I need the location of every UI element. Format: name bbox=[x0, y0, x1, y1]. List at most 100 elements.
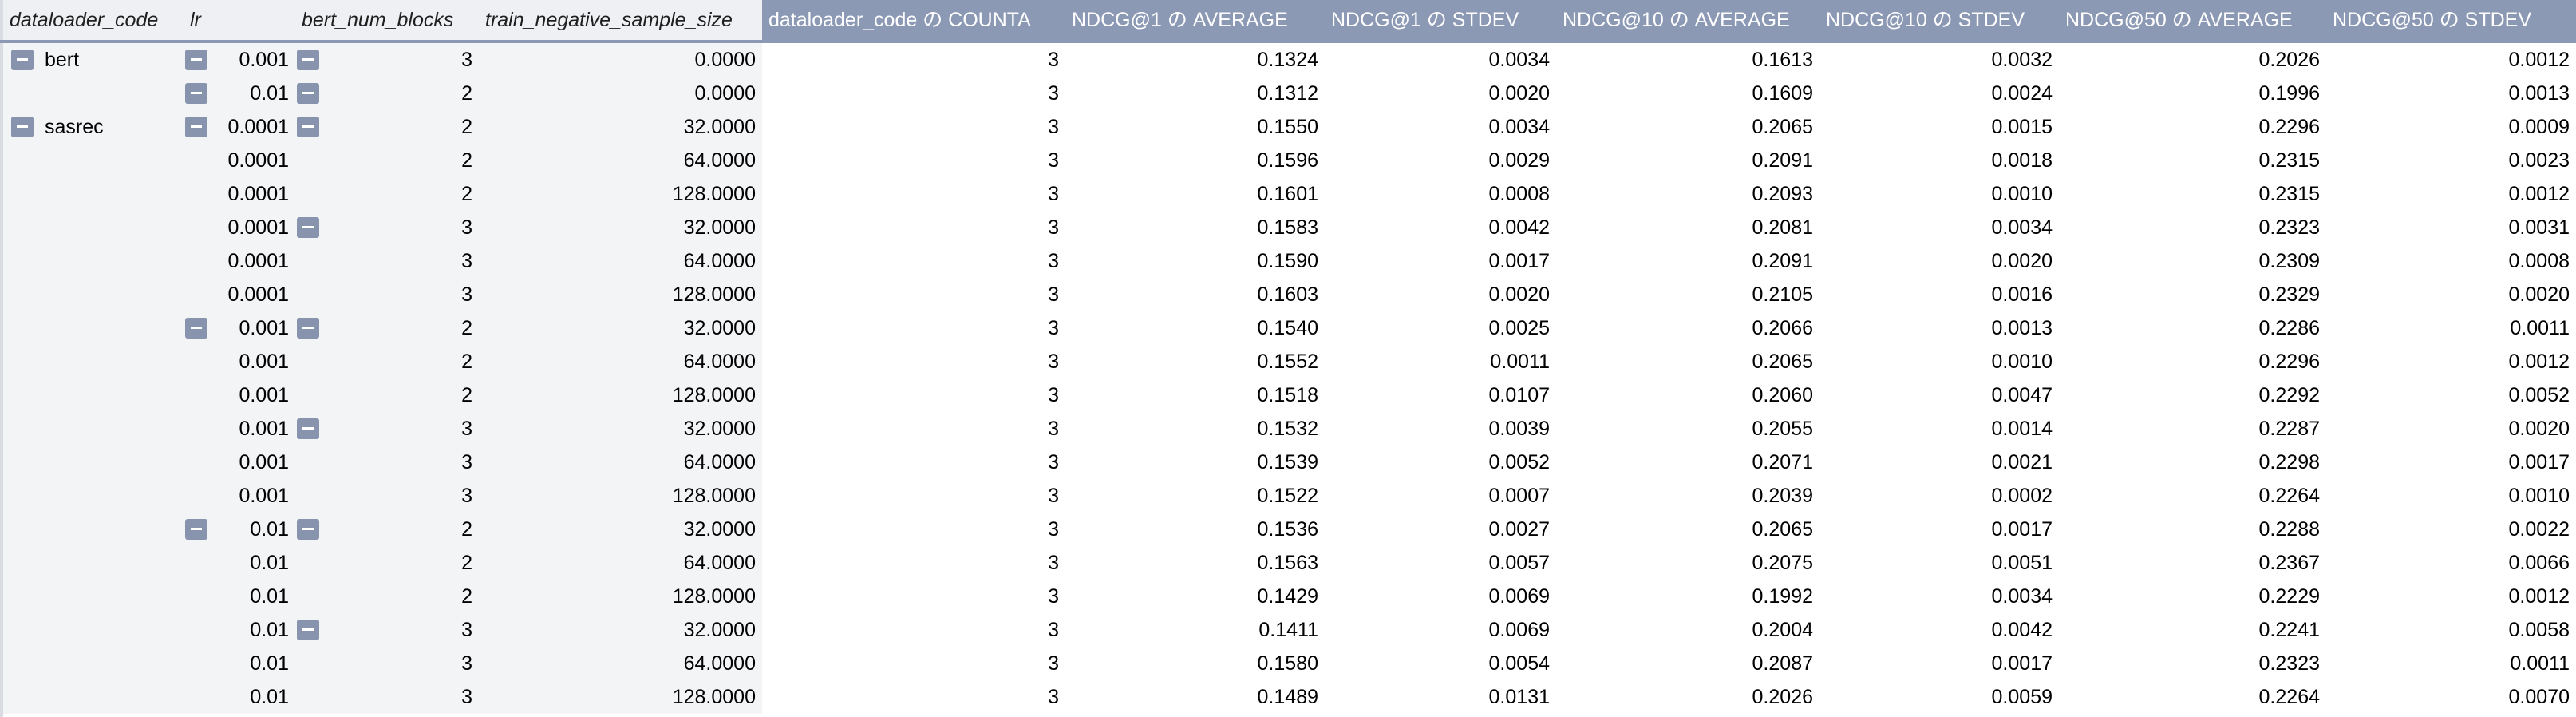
ndcg1-stdev-cell[interactable]: 0.0008 bbox=[1488, 183, 1550, 205]
ndcg10-average-cell[interactable]: 0.2091 bbox=[1752, 149, 1813, 172]
ndcg50-average-cell[interactable]: 0.2229 bbox=[2258, 585, 2320, 608]
dataloader-code-cell[interactable] bbox=[3, 144, 184, 177]
dataloader-code-cell[interactable] bbox=[3, 211, 184, 244]
bert-num-blocks-cell[interactable]: 3 bbox=[295, 244, 479, 278]
bert-num-blocks-cell[interactable]: 2 bbox=[295, 177, 479, 211]
ndcg50-average-cell[interactable]: 0.2264 bbox=[2258, 485, 2320, 507]
dataloader-code-cell[interactable] bbox=[3, 580, 184, 613]
ndcg1-average-cell[interactable]: 0.1580 bbox=[1257, 652, 1318, 675]
ndcg10-average-cell[interactable]: 0.2060 bbox=[1752, 384, 1813, 406]
ndcg10-stdev-cell[interactable]: 0.0016 bbox=[1991, 283, 2053, 306]
counta-cell[interactable]: 3 bbox=[1048, 418, 1059, 440]
counta-cell[interactable]: 3 bbox=[1048, 552, 1059, 574]
ndcg50-stdev-cell[interactable]: 0.0022 bbox=[2508, 518, 2570, 541]
lr-cell[interactable]: 0.001 bbox=[184, 43, 295, 77]
ndcg10-stdev-cell[interactable]: 0.0047 bbox=[1991, 384, 2053, 406]
header-ndcg1-average[interactable]: NDCG@1 の AVERAGE bbox=[1065, 0, 1325, 40]
header-train-negative-sample-size[interactable]: train_negative_sample_size bbox=[479, 0, 762, 40]
lr-collapse-toggle collapse-minus-icon[interactable] bbox=[185, 50, 207, 70]
ndcg1-average-cell[interactable]: 0.1536 bbox=[1257, 518, 1318, 541]
ndcg10-average-cell[interactable]: 0.2065 bbox=[1752, 351, 1813, 373]
ndcg1-average-cell[interactable]: 0.1489 bbox=[1257, 686, 1318, 708]
ndcg10-stdev-cell[interactable]: 0.0010 bbox=[1991, 183, 2053, 205]
ndcg50-stdev-cell[interactable]: 0.0017 bbox=[2508, 451, 2570, 473]
dataloader-code-cell[interactable] bbox=[3, 546, 184, 580]
ndcg10-average-cell[interactable]: 0.1613 bbox=[1752, 49, 1813, 71]
ndcg1-average-cell[interactable]: 0.1552 bbox=[1257, 351, 1318, 373]
bert-num-blocks-collapse-toggle collapse-minus-icon[interactable] bbox=[297, 217, 319, 238]
ndcg50-average-cell[interactable]: 0.2241 bbox=[2258, 619, 2320, 641]
train-negative-sample-size-cell[interactable]: 128.0000 bbox=[479, 479, 762, 513]
bert-num-blocks-cell[interactable]: 2 bbox=[295, 77, 479, 110]
ndcg10-average-cell[interactable]: 0.2065 bbox=[1752, 518, 1813, 541]
dataloader-code-cell[interactable] bbox=[3, 513, 184, 546]
counta-cell[interactable]: 3 bbox=[1048, 49, 1059, 71]
train-negative-sample-size-cell[interactable]: 64.0000 bbox=[479, 345, 762, 378]
ndcg10-average-cell[interactable]: 0.2066 bbox=[1752, 317, 1813, 339]
dataloader-code-cell[interactable] bbox=[3, 244, 184, 278]
ndcg10-stdev-cell[interactable]: 0.0059 bbox=[1991, 686, 2053, 708]
bert-num-blocks-cell[interactable]: 3 bbox=[295, 446, 479, 479]
bert-num-blocks-collapse-toggle collapse-minus-icon[interactable] bbox=[297, 50, 319, 70]
header-ndcg1-stdev[interactable]: NDCG@1 の STDEV bbox=[1325, 0, 1556, 40]
bert-num-blocks-cell[interactable]: 3 bbox=[295, 613, 479, 647]
ndcg50-average-cell[interactable]: 0.2323 bbox=[2258, 652, 2320, 675]
ndcg10-stdev-cell[interactable]: 0.0018 bbox=[1991, 149, 2053, 172]
dataloader-code-cell[interactable] bbox=[3, 311, 184, 345]
lr-cell[interactable]: 0.0001 bbox=[184, 110, 295, 144]
bert-num-blocks-cell[interactable]: 3 bbox=[295, 680, 479, 714]
ndcg10-stdev-cell[interactable]: 0.0042 bbox=[1991, 619, 2053, 641]
ndcg1-average-cell[interactable]: 0.1539 bbox=[1257, 451, 1318, 473]
ndcg50-average-cell[interactable]: 0.1996 bbox=[2258, 82, 2320, 105]
ndcg1-average-cell[interactable]: 0.1550 bbox=[1257, 116, 1318, 138]
ndcg50-average-cell[interactable]: 0.2296 bbox=[2258, 351, 2320, 373]
ndcg1-average-cell[interactable]: 0.1583 bbox=[1257, 216, 1318, 239]
ndcg10-stdev-cell[interactable]: 0.0024 bbox=[1991, 82, 2053, 105]
lr-collapse-toggle collapse-minus-icon[interactable] bbox=[185, 519, 207, 540]
ndcg50-stdev-cell[interactable]: 0.0066 bbox=[2508, 552, 2570, 574]
ndcg50-average-cell[interactable]: 0.2264 bbox=[2258, 686, 2320, 708]
ndcg1-average-cell[interactable]: 0.1312 bbox=[1257, 82, 1318, 105]
train-negative-sample-size-cell[interactable]: 128.0000 bbox=[479, 580, 762, 613]
header-ndcg50-average[interactable]: NDCG@50 の AVERAGE bbox=[2059, 0, 2326, 40]
counta-cell[interactable]: 3 bbox=[1048, 82, 1059, 105]
ndcg50-average-cell[interactable]: 0.2287 bbox=[2258, 418, 2320, 440]
counta-cell[interactable]: 3 bbox=[1048, 485, 1059, 507]
ndcg1-stdev-cell[interactable]: 0.0034 bbox=[1488, 116, 1550, 138]
dataloader-code-cell[interactable] bbox=[3, 412, 184, 446]
ndcg10-stdev-cell[interactable]: 0.0010 bbox=[1991, 351, 2053, 373]
header-lr[interactable]: lr bbox=[184, 0, 295, 40]
dataloader-code-cell[interactable] bbox=[3, 647, 184, 680]
ndcg10-average-cell[interactable]: 0.1992 bbox=[1752, 585, 1813, 608]
ndcg1-average-cell[interactable]: 0.1429 bbox=[1257, 585, 1318, 608]
ndcg10-average-cell[interactable]: 0.2091 bbox=[1752, 250, 1813, 272]
bert-num-blocks-cell[interactable]: 2 bbox=[295, 311, 479, 345]
lr-cell[interactable]: 0.01 bbox=[184, 546, 295, 580]
lr-collapse-toggle collapse-minus-icon[interactable] bbox=[185, 83, 207, 104]
dataloader-code-cell[interactable] bbox=[3, 479, 184, 513]
ndcg50-stdev-cell[interactable]: 0.0010 bbox=[2508, 485, 2570, 507]
ndcg10-average-cell[interactable]: 0.2039 bbox=[1752, 485, 1813, 507]
dataloader-code-cell[interactable] bbox=[3, 378, 184, 412]
lr-cell[interactable]: 0.001 bbox=[184, 345, 295, 378]
bert-num-blocks-cell[interactable]: 2 bbox=[295, 546, 479, 580]
dataloader-code-cell[interactable] bbox=[3, 345, 184, 378]
ndcg50-stdev-cell[interactable]: 0.0009 bbox=[2508, 116, 2570, 138]
ndcg1-stdev-cell[interactable]: 0.0011 bbox=[1490, 351, 1550, 373]
header-bert-num-blocks[interactable]: bert_num_blocks bbox=[295, 0, 479, 40]
header-dataloader-code[interactable]: dataloader_code bbox=[3, 0, 184, 40]
counta-cell[interactable]: 3 bbox=[1048, 317, 1059, 339]
bert-num-blocks-collapse-toggle collapse-minus-icon[interactable] bbox=[297, 418, 319, 439]
train-negative-sample-size-cell[interactable]: 32.0000 bbox=[479, 513, 762, 546]
ndcg1-stdev-cell[interactable]: 0.0020 bbox=[1488, 283, 1550, 306]
ndcg10-average-cell[interactable]: 0.2087 bbox=[1752, 652, 1813, 675]
train-negative-sample-size-cell[interactable]: 128.0000 bbox=[479, 278, 762, 311]
ndcg1-average-cell[interactable]: 0.1532 bbox=[1257, 418, 1318, 440]
lr-cell[interactable]: 0.001 bbox=[184, 378, 295, 412]
ndcg10-stdev-cell[interactable]: 0.0034 bbox=[1991, 216, 2053, 239]
bert-num-blocks-cell[interactable]: 2 bbox=[295, 378, 479, 412]
ndcg10-average-cell[interactable]: 0.2055 bbox=[1752, 418, 1813, 440]
bert-num-blocks-collapse-toggle collapse-minus-icon[interactable] bbox=[297, 83, 319, 104]
ndcg10-stdev-cell[interactable]: 0.0013 bbox=[1991, 317, 2053, 339]
train-negative-sample-size-cell[interactable]: 32.0000 bbox=[479, 412, 762, 446]
